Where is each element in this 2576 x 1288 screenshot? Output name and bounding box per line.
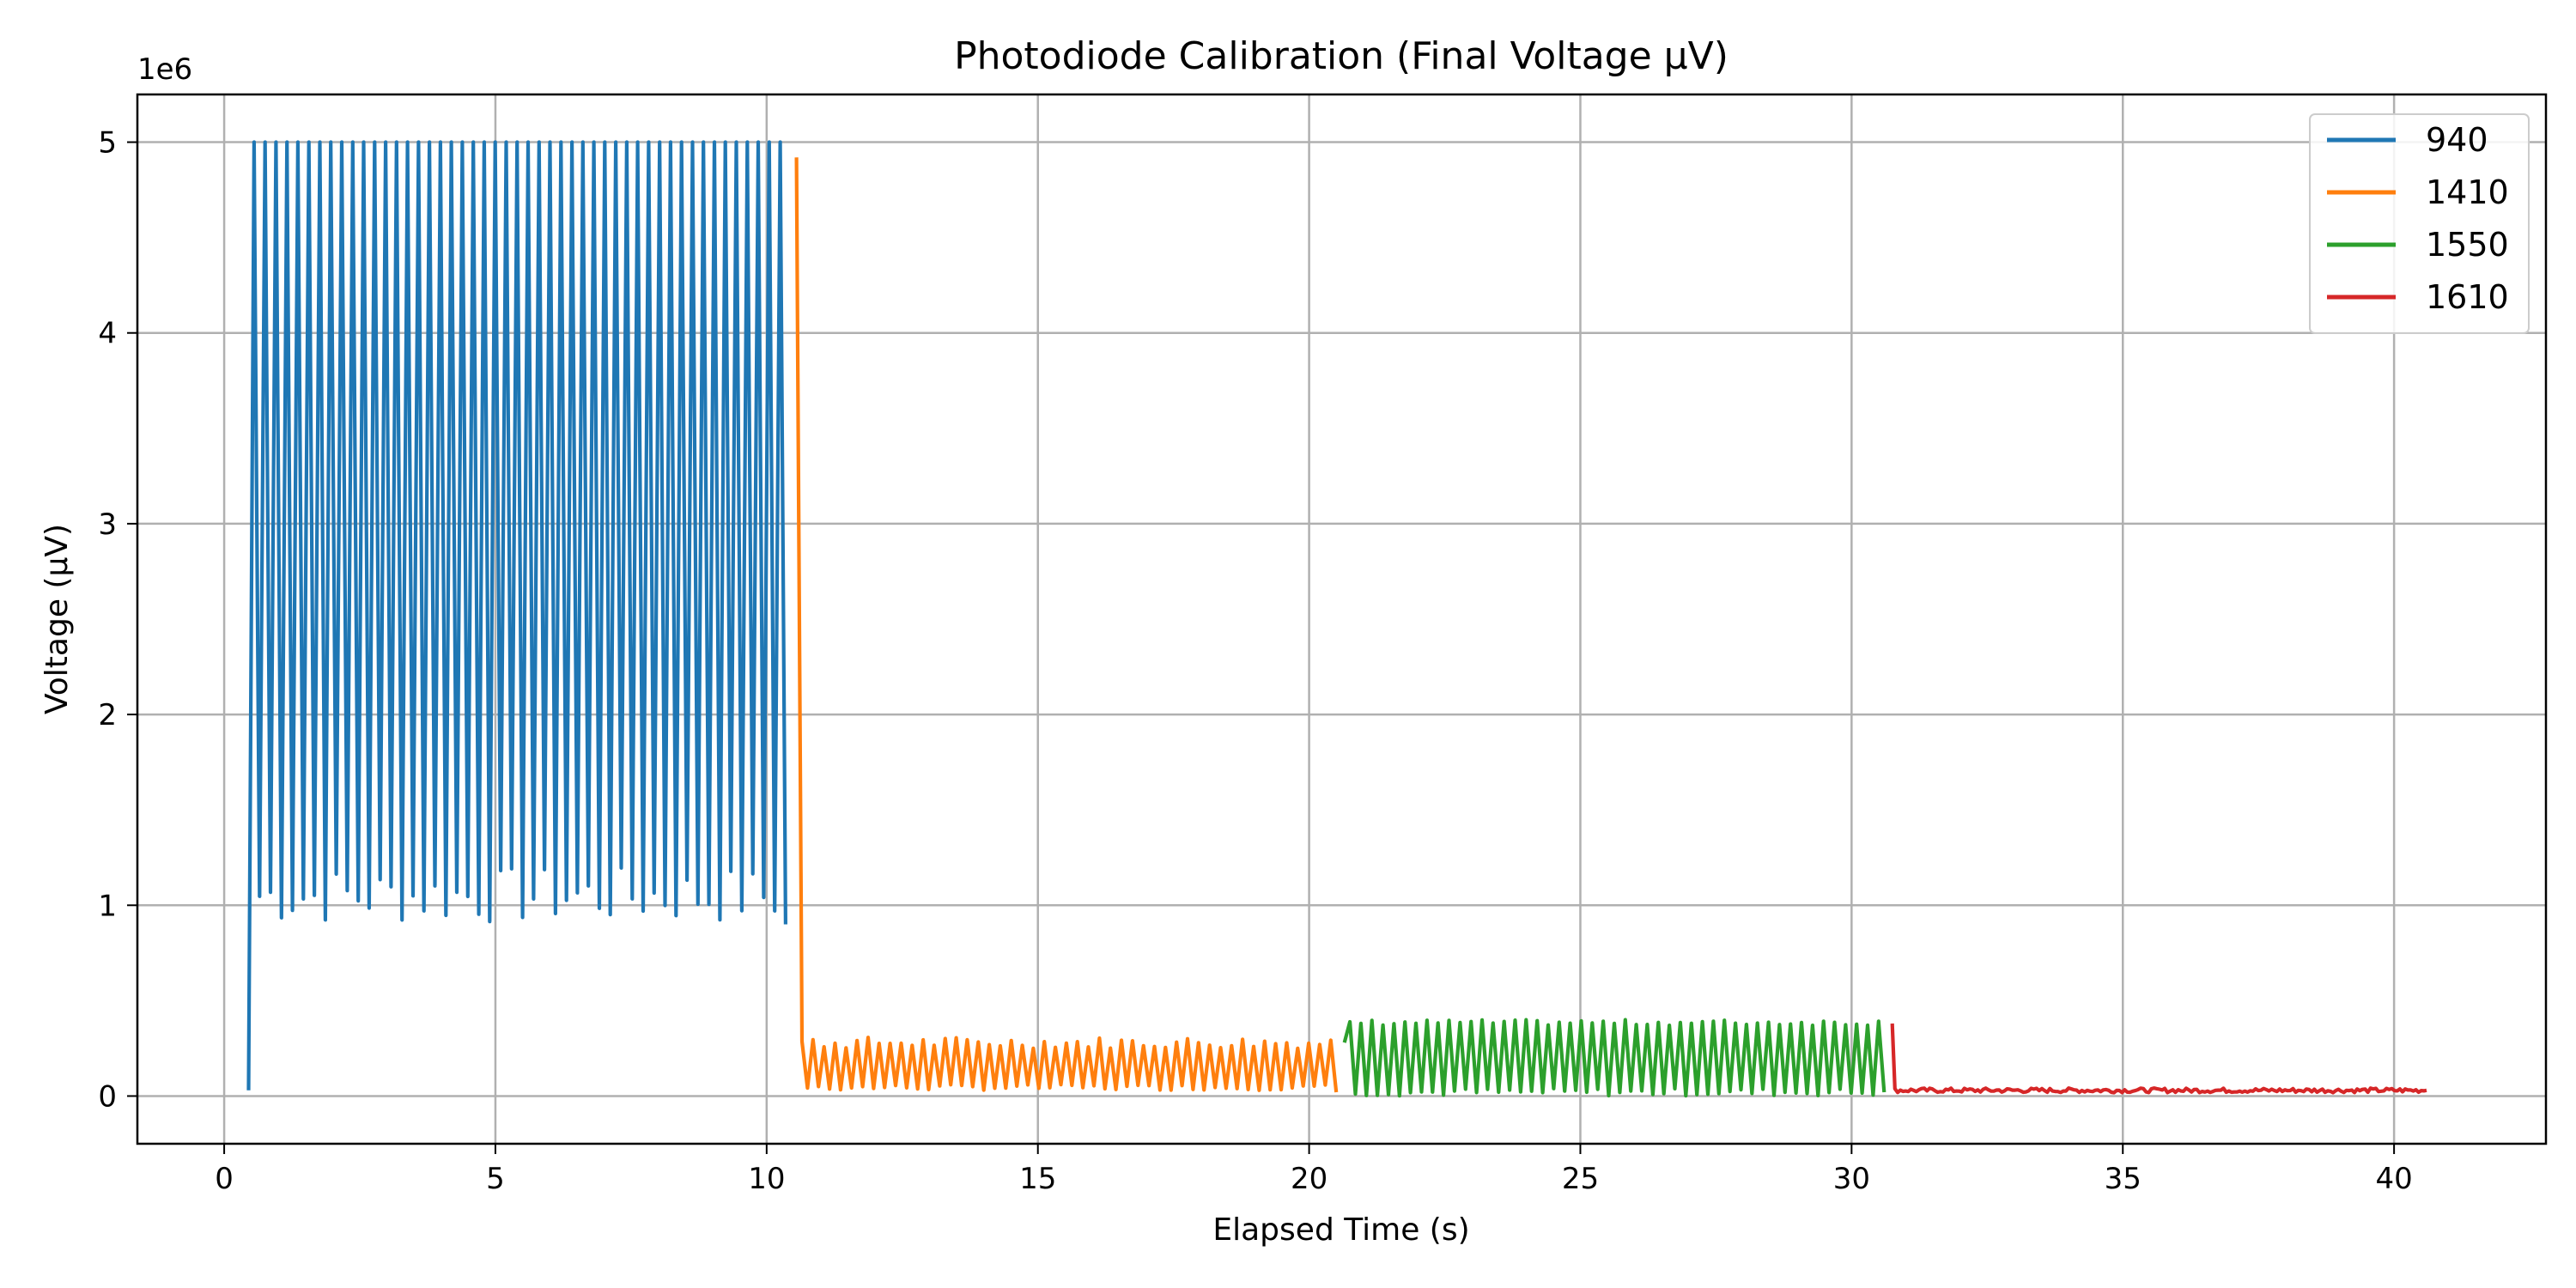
chart-title: Photodiode Calibration (Final Voltage µV… <box>954 34 1728 78</box>
x-tick-label: 40 <box>2375 1162 2412 1196</box>
y-tick-label: 1 <box>98 889 117 923</box>
series-line-940 <box>246 140 787 1091</box>
legend-label-1550: 1550 <box>2426 226 2509 264</box>
x-tick-label: 25 <box>1562 1162 1599 1196</box>
y-tick-label: 0 <box>98 1079 117 1114</box>
x-tick-label: 0 <box>215 1162 234 1196</box>
legend-label-1410: 1410 <box>2426 173 2509 211</box>
legend-label-940: 940 <box>2426 121 2488 159</box>
legend-box <box>2309 113 2530 334</box>
x-tick-label: 20 <box>1291 1162 1327 1196</box>
plot-frame <box>136 93 2548 1145</box>
x-tick-label: 15 <box>1019 1162 1056 1196</box>
series-lines <box>246 140 2427 1098</box>
x-axis-ticks: 0 5 10 15 20 25 30 35 40 <box>215 1144 2413 1196</box>
y-tick-label: 3 <box>98 507 117 542</box>
y-tick-label: 5 <box>98 126 117 161</box>
y-tick-label: 4 <box>98 317 117 351</box>
series-line-1410 <box>794 157 1339 1093</box>
y-axis-label: Voltage (µV) <box>39 524 75 714</box>
x-tick-label: 35 <box>2105 1162 2142 1196</box>
x-axis-label: Elapsed Time (s) <box>1212 1212 1469 1248</box>
x-tick-label: 5 <box>486 1162 505 1196</box>
series-line-1610 <box>1890 1023 2427 1095</box>
y-tick-label: 2 <box>98 698 117 732</box>
y-offset-label: 1e6 <box>137 52 192 87</box>
y-axis-ticks: 0 1 2 3 4 5 <box>98 126 137 1114</box>
legend: 940 1410 1550 1610 <box>2309 113 2530 334</box>
x-tick-label: 10 <box>748 1162 785 1196</box>
legend-label-1610: 1610 <box>2426 278 2509 316</box>
x-tick-label: 30 <box>1833 1162 1870 1196</box>
series-line-1550 <box>1342 1018 1886 1098</box>
